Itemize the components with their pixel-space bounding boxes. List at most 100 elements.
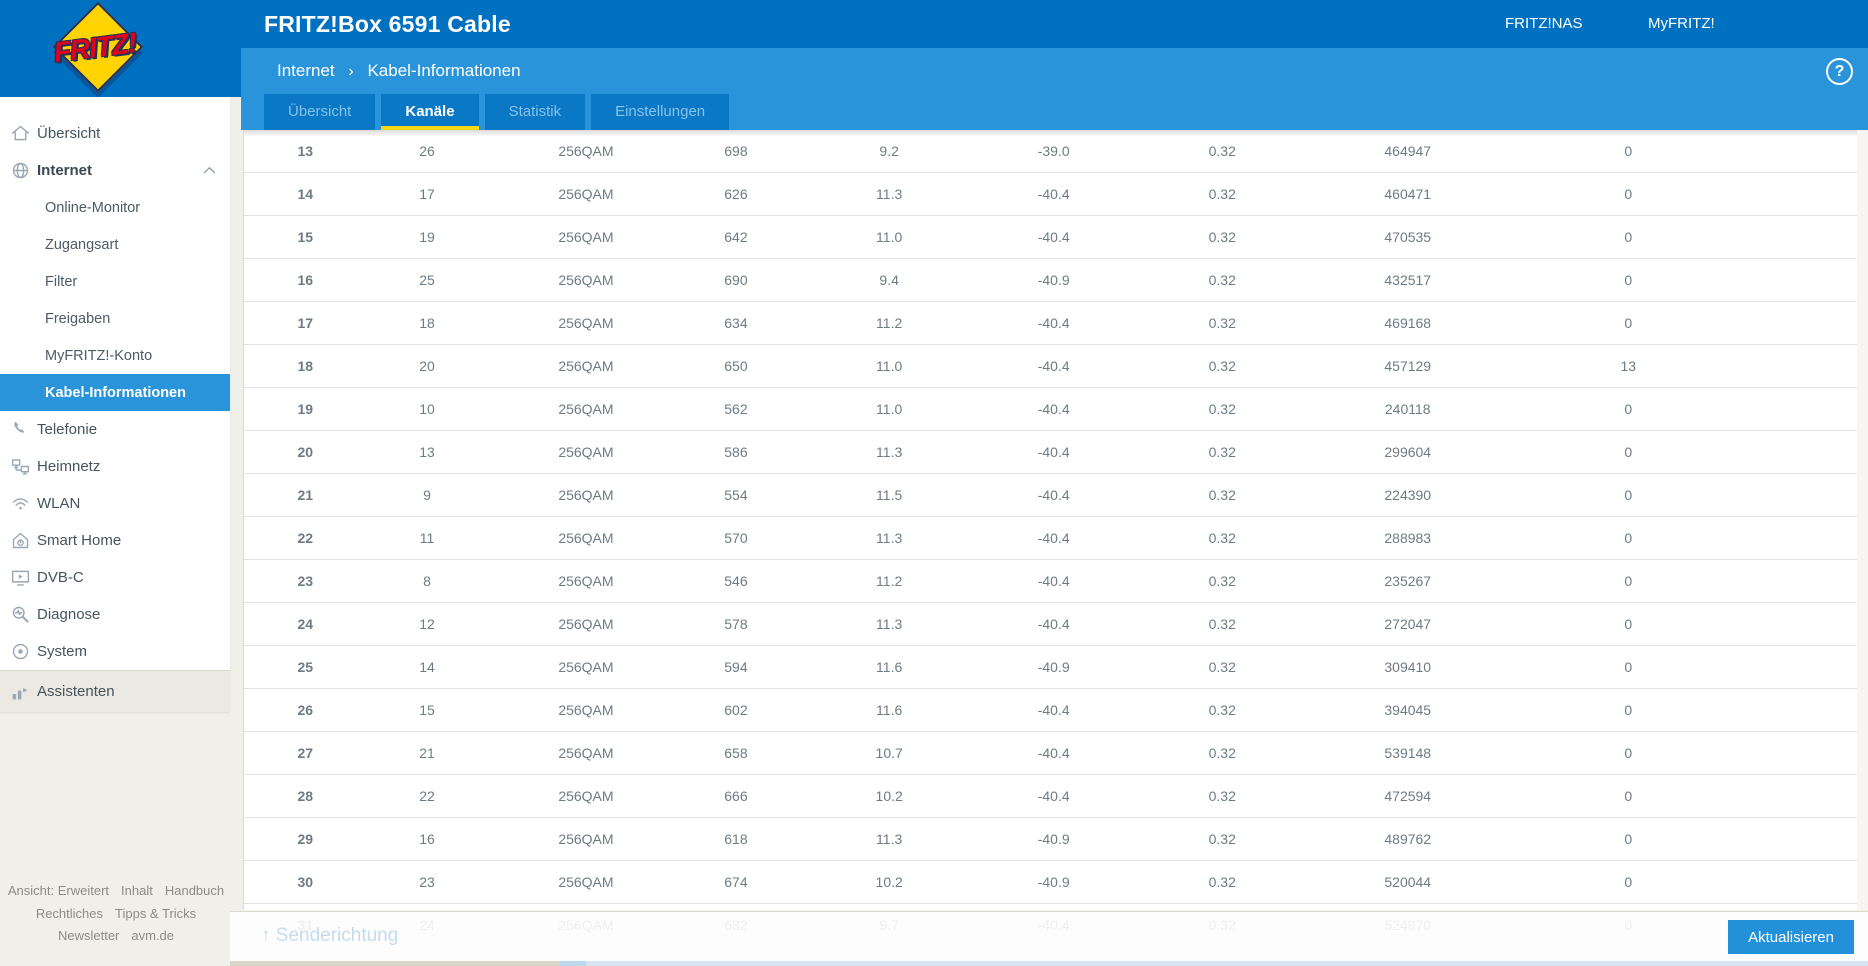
- myfritz-link[interactable]: MyFRITZ!: [1648, 15, 1715, 32]
- footer-link-row: Newsletter avm.de: [0, 925, 232, 948]
- table-cell: 394045: [1306, 688, 1509, 732]
- table-cell: 256QAM: [508, 559, 664, 603]
- sidebar-item-system[interactable]: System: [0, 633, 230, 670]
- sidebar-item-zugangsart[interactable]: Zugangsart: [0, 226, 230, 263]
- table-cell: 11: [345, 516, 509, 560]
- sidebar-item-label: System: [37, 643, 88, 660]
- table-cell: 674: [663, 860, 809, 904]
- table-row: 27 21 256QAM 658 10.7 -40.4 0.32 539148 0: [244, 731, 1857, 775]
- table-cell: -40.9: [969, 258, 1138, 302]
- refresh-button[interactable]: Aktualisieren: [1728, 920, 1854, 954]
- table-cell: 586: [663, 430, 809, 474]
- table-cell: 256QAM: [508, 430, 664, 474]
- table-cell: 0.32: [1137, 602, 1307, 646]
- smarthome-icon: [8, 530, 32, 551]
- footer-link-row: Ansicht: Erweitert Inhalt Handbuch: [0, 880, 232, 903]
- table-cell: 10.7: [808, 731, 970, 775]
- fritz-logo[interactable]: FRITZ!: [0, 0, 241, 97]
- table-cell: 272047: [1306, 602, 1509, 646]
- sidebar-item-online-monitor[interactable]: Online-Monitor: [0, 189, 230, 226]
- table-cell: 9: [345, 473, 509, 517]
- table-cell: 0: [1508, 860, 1857, 904]
- footer-link[interactable]: Tipps & Tricks: [115, 905, 197, 921]
- table-cell: 256QAM: [508, 817, 664, 861]
- sidebar-item-dvb-c[interactable]: DVB-C: [0, 559, 230, 596]
- footer-link[interactable]: Ansicht: Erweitert: [7, 883, 110, 898]
- table-cell: 15: [244, 215, 346, 259]
- tab-statistik[interactable]: Statistik: [484, 94, 586, 130]
- table-cell: 24: [244, 602, 346, 646]
- sidebar-item-filter[interactable]: Filter: [0, 263, 230, 300]
- tab-einstellungen[interactable]: Einstellungen: [591, 94, 730, 130]
- table-row: 29 16 256QAM 618 11.3 -40.9 0.32 489762 0: [244, 817, 1857, 861]
- tab--bersicht[interactable]: Übersicht: [264, 94, 376, 130]
- table-cell: 0: [1508, 688, 1857, 732]
- table-cell: 0.32: [1137, 430, 1307, 474]
- table-row: 23 8 256QAM 546 11.2 -40.4 0.32 235267 0: [244, 559, 1857, 603]
- table-row: 24 12 256QAM 578 11.3 -40.4 0.32 272047 0: [244, 602, 1857, 646]
- table-cell: 546: [663, 559, 809, 603]
- tv-icon: [8, 567, 32, 588]
- footer-link[interactable]: avm.de: [131, 928, 175, 943]
- table-cell: 11.2: [808, 301, 970, 345]
- sidebar-item-label: Zugangsart: [45, 236, 119, 253]
- table-cell: 21: [345, 731, 509, 775]
- footer-link[interactable]: Inhalt: [121, 883, 153, 898]
- sidebar-item-label: Heimnetz: [37, 458, 101, 475]
- table-cell: 13: [244, 130, 346, 173]
- sidebar-item-telefonie[interactable]: Telefonie: [0, 411, 230, 448]
- channels-table: 13 26 256QAM 698 9.2 -39.0 0.32 464947 0 14 17 256Q…: [244, 130, 1857, 947]
- sidebar-item-diagnose[interactable]: Diagnose: [0, 596, 230, 633]
- footer-link[interactable]: Newsletter: [57, 928, 120, 943]
- table-row: 26 15 256QAM 602 11.6 -40.4 0.32 394045 0: [244, 688, 1857, 732]
- sidebar-item-freigaben[interactable]: Freigaben: [0, 300, 230, 337]
- table-cell: 0: [1508, 130, 1857, 173]
- table-cell: 288983: [1306, 516, 1509, 560]
- sidebar-item-label: WLAN: [37, 495, 81, 512]
- breadcrumb-section[interactable]: Internet: [277, 61, 335, 80]
- table-cell: -40.4: [969, 559, 1138, 603]
- table-cell: 9.2: [808, 130, 970, 173]
- table-row: 28 22 256QAM 666 10.2 -40.4 0.32 472594 0: [244, 774, 1857, 818]
- sidebar-item-kabel-informationen[interactable]: Kabel-Informationen: [0, 374, 230, 411]
- table-cell: 11.3: [808, 172, 970, 216]
- sidebar-item-heimnetz[interactable]: Heimnetz: [0, 448, 230, 485]
- tab-bar: Übersicht Kanäle Statistik Einstellungen: [264, 94, 730, 130]
- table-cell: 0.32: [1137, 301, 1307, 345]
- network-icon: [8, 456, 32, 477]
- sidebar-item-label: Kabel-Informationen: [45, 384, 186, 401]
- table-cell: 11.0: [808, 215, 970, 259]
- globe-icon: [8, 160, 32, 181]
- table-cell: 18: [345, 301, 509, 345]
- footer-link[interactable]: Rechtliches: [35, 905, 104, 921]
- table-cell: 22: [244, 516, 346, 560]
- table-cell: 470535: [1306, 215, 1509, 259]
- table-cell: 256QAM: [508, 774, 664, 818]
- table-row: 25 14 256QAM 594 11.6 -40.9 0.32 309410 0: [244, 645, 1857, 689]
- tab-kan-le[interactable]: Kanäle: [381, 94, 479, 130]
- table-cell: 256QAM: [508, 172, 664, 216]
- breadcrumb-separator-icon: ›: [348, 63, 354, 80]
- table-cell: 256QAM: [508, 215, 664, 259]
- table-cell: 26: [244, 688, 346, 732]
- sidebar-item-myfritz-konto[interactable]: MyFRITZ!-Konto: [0, 337, 230, 374]
- footer-link[interactable]: Handbuch: [164, 883, 225, 898]
- table-row: 21 9 256QAM 554 11.5 -40.4 0.32 224390 0: [244, 473, 1857, 517]
- table-cell: 9.4: [808, 258, 970, 302]
- sidebar-item-smart-home[interactable]: Smart Home: [0, 522, 230, 559]
- sidebar-item--bersicht[interactable]: Übersicht: [0, 115, 230, 152]
- sidebar-item-internet[interactable]: Internet: [0, 152, 230, 189]
- help-icon[interactable]: ?: [1826, 58, 1853, 85]
- wifi-icon: [8, 493, 32, 514]
- sidebar-item-assistenten[interactable]: Assistenten: [0, 670, 230, 712]
- table-cell: 256QAM: [508, 860, 664, 904]
- table-cell: 25: [345, 258, 509, 302]
- sidebar-item-label: Online-Monitor: [45, 199, 141, 216]
- table-row: 20 13 256QAM 586 11.3 -40.4 0.32 299604 0: [244, 430, 1857, 474]
- table-cell: -40.9: [969, 860, 1138, 904]
- fritznas-link[interactable]: FRITZ!NAS: [1505, 15, 1583, 32]
- phone-icon: [8, 419, 32, 440]
- page-title: FRITZ!Box 6591 Cable: [264, 11, 511, 37]
- table-row: 22 11 256QAM 570 11.3 -40.4 0.32 288983 0: [244, 516, 1857, 560]
- sidebar-item-wlan[interactable]: WLAN: [0, 485, 230, 522]
